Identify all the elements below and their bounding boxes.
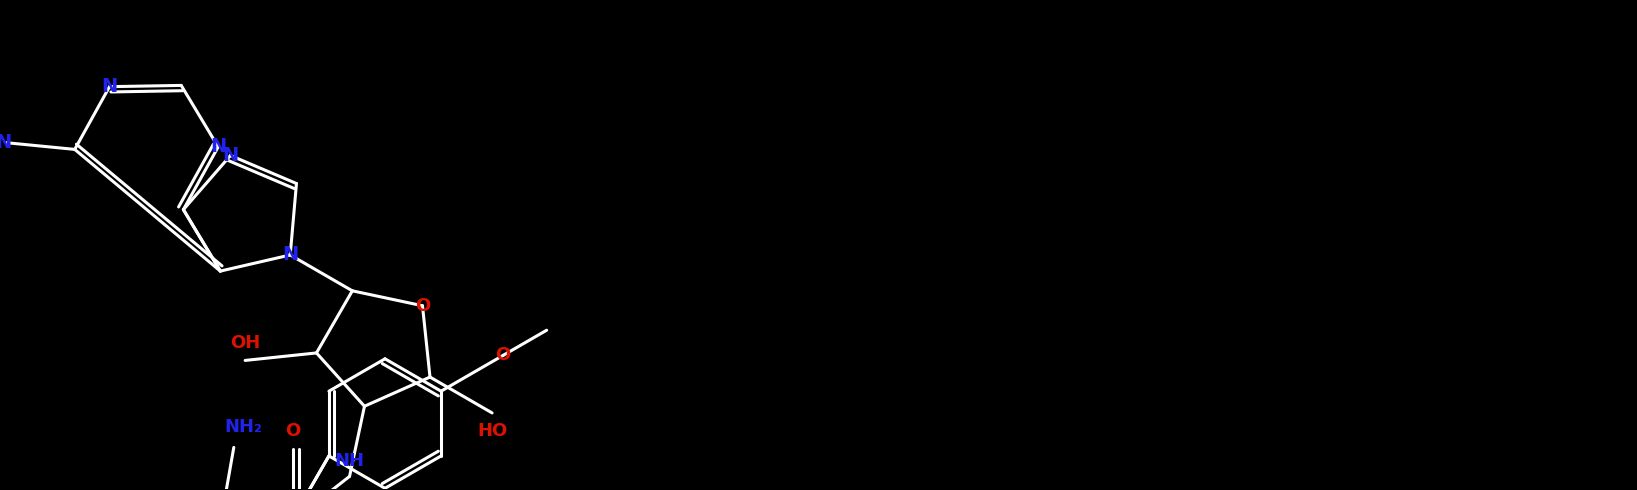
Text: N: N (223, 146, 239, 165)
Text: O: O (414, 297, 431, 315)
Text: N: N (210, 137, 226, 156)
Text: N: N (282, 245, 298, 265)
Text: O: O (496, 346, 511, 365)
Text: N: N (0, 133, 11, 152)
Text: NH₂: NH₂ (224, 418, 262, 437)
Text: NH: NH (334, 452, 365, 470)
Text: HO: HO (476, 422, 507, 440)
Text: O: O (285, 422, 301, 440)
Text: OH: OH (231, 334, 260, 351)
Text: N: N (101, 77, 118, 96)
